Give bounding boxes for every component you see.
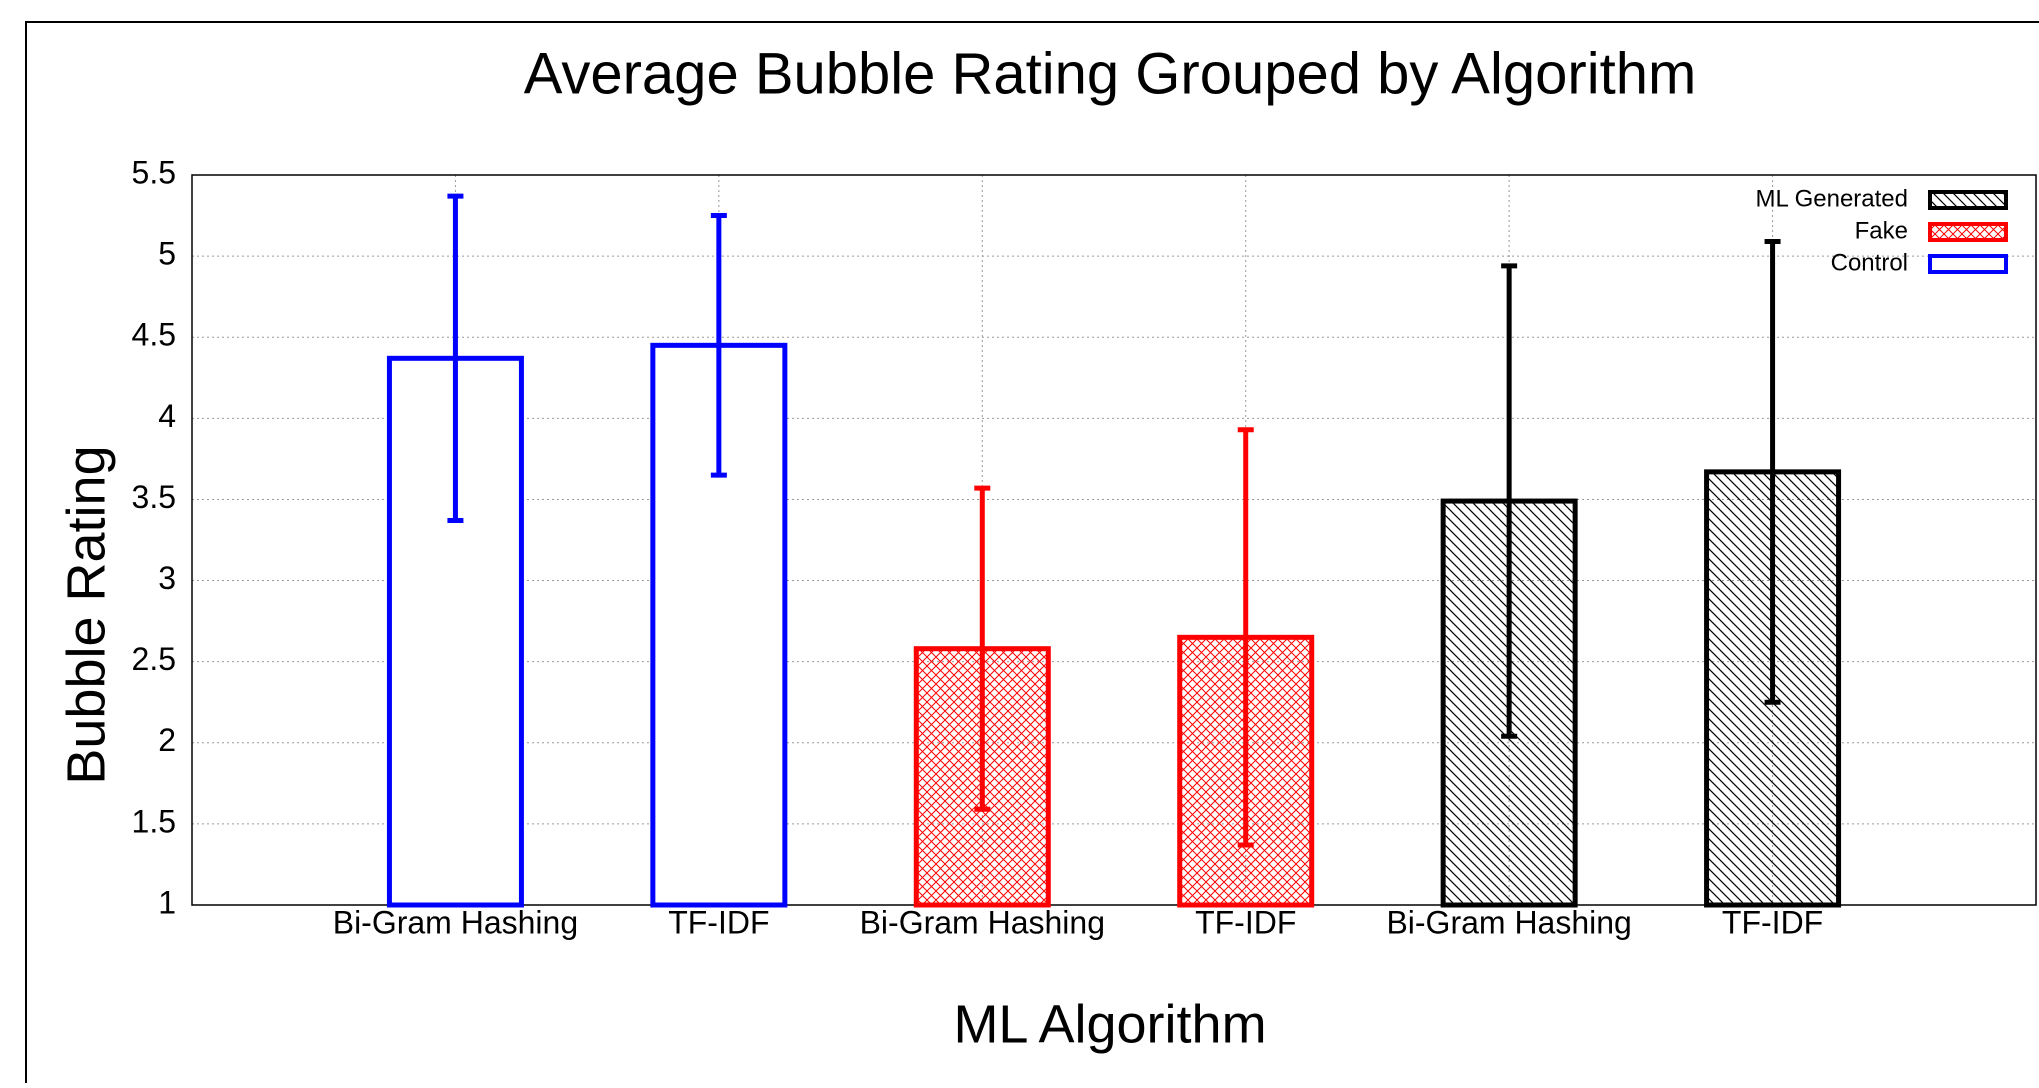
y-tick-label: 1	[158, 884, 176, 920]
error-bar	[1237, 427, 1254, 848]
legend-swatch	[1928, 254, 2008, 274]
legend-label: Control	[1831, 249, 1908, 276]
chart-title: Average Bubble Rating Grouped by Algorit…	[524, 41, 1697, 106]
x-tick-label: Bi-Gram Hashing	[860, 904, 1105, 940]
y-tick-label: 1.5	[132, 803, 176, 839]
y-tick-label: 3	[158, 560, 176, 596]
legend-label: ML Generated	[1755, 185, 1908, 212]
outer-frame	[25, 21, 2039, 1088]
error-bar	[447, 193, 464, 524]
x-tick-label: TF-IDF	[1722, 904, 1823, 940]
error-bar	[710, 213, 727, 478]
y-tick-label: 4.5	[132, 317, 176, 353]
error-bar	[974, 485, 991, 812]
error-bar	[1764, 239, 1781, 705]
y-axis-label: Bubble Rating	[56, 445, 116, 784]
y-tick-label: 3.5	[132, 479, 176, 515]
y-tick-label: 2.5	[132, 641, 176, 677]
x-axis-label: ML Algorithm	[953, 994, 1266, 1054]
legend-swatch	[1928, 222, 2008, 242]
legend-label: Fake	[1855, 217, 1908, 244]
legend-swatch	[1928, 190, 2008, 210]
x-tick-label: TF-IDF	[668, 904, 769, 940]
error-bar	[1501, 263, 1518, 739]
y-tick-label: 4	[158, 398, 176, 434]
x-tick-label: Bi-Gram Hashing	[1386, 904, 1631, 940]
y-tick-label: 5.5	[132, 154, 176, 190]
x-tick-label: TF-IDF	[1195, 904, 1296, 940]
x-tick-label: Bi-Gram Hashing	[333, 904, 578, 940]
y-tick-label: 2	[158, 722, 176, 758]
y-tick-label: 5	[158, 236, 176, 272]
plot-frame	[191, 174, 2037, 906]
